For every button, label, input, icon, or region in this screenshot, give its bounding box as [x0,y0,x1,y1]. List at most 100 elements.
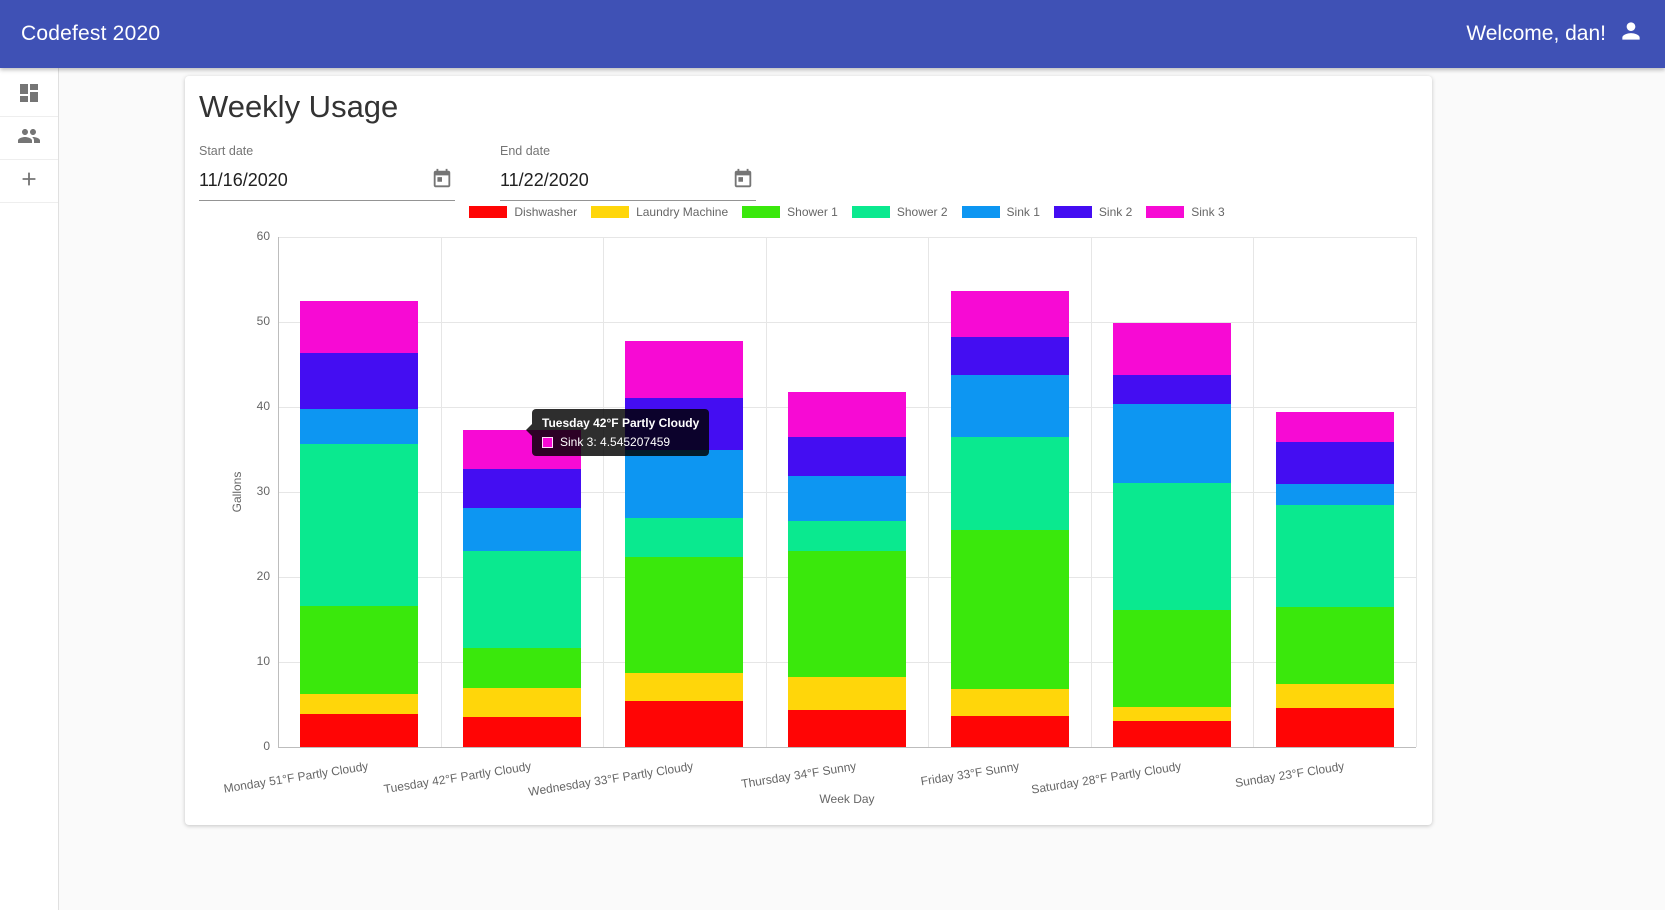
bar-segment-sink-1[interactable] [625,450,744,518]
bar-segment-laundry-machine[interactable] [462,687,581,718]
bar-segment-sink-2[interactable] [950,337,1069,375]
bar-wednesday[interactable] [625,340,744,747]
legend-item-shower-1[interactable]: Shower 1 [742,205,838,219]
legend-label: Shower 1 [787,205,838,219]
legend-label: Shower 2 [896,205,948,219]
bar-segment-shower-1[interactable] [950,530,1069,690]
bar-segment-dishwasher[interactable] [1275,707,1394,747]
gridline-v [278,237,279,747]
bar-segment-laundry-machine[interactable] [625,673,744,702]
start-date-picker-button[interactable] [431,168,453,193]
bar-segment-shower-1[interactable] [1113,610,1232,708]
bar-monday[interactable] [300,300,419,747]
sidebar-item-users[interactable] [0,117,58,160]
bar-segment-shower-2[interactable] [788,520,906,551]
y-tick-label: 0 [263,739,270,753]
start-date-label: Start date [199,144,254,158]
bar-segment-shower-2[interactable] [1275,504,1394,607]
bar-segment-dishwasher[interactable] [300,713,419,747]
bar-segment-sink-2[interactable] [300,353,419,409]
bar-segment-shower-1[interactable] [462,648,581,688]
bar-segment-shower-2[interactable] [462,550,581,649]
start-date-value[interactable]: 11/16/2020 [199,170,288,190]
bar-segment-sink-3[interactable] [950,291,1069,338]
y-tick-label: 30 [256,484,270,498]
bar-segment-sink-3[interactable] [300,300,419,354]
legend-label: Laundry Machine [636,205,729,219]
legend-swatch [961,206,1000,218]
bar-segment-shower-1[interactable] [300,605,419,695]
page-title: Weekly Usage [199,89,399,124]
bar-thursday[interactable] [788,391,906,747]
gridline-v [1416,237,1417,747]
legend-label: Dishwasher [514,205,578,219]
bar-segment-shower-1[interactable] [788,550,906,678]
bar-segment-shower-1[interactable] [625,556,744,674]
bar-segment-laundry-machine[interactable] [1275,684,1394,708]
end-date-picker-button[interactable] [732,168,754,193]
legend-label: Sink 2 [1098,205,1133,219]
legend-swatch [742,206,781,218]
end-date-input[interactable]: 11/22/2020 [500,161,756,201]
bar-saturday[interactable] [1113,322,1232,747]
bar-segment-shower-2[interactable] [1113,482,1232,611]
bar-friday[interactable] [950,291,1069,747]
bar-segment-laundry-machine[interactable] [788,677,906,710]
bar-segment-dishwasher[interactable] [788,709,906,747]
bar-segment-sink-3[interactable] [1113,322,1232,375]
bar-segment-laundry-machine[interactable] [300,694,419,714]
gridline-v [765,237,767,747]
bar-segment-dishwasher[interactable] [625,701,744,747]
legend-swatch [469,206,508,218]
bar-segment-sink-1[interactable] [788,475,906,521]
legend-item-dishwasher[interactable]: Dishwasher [469,205,577,219]
bar-segment-dishwasher[interactable] [950,716,1069,747]
y-axis-ticks: 0 10 20 30 40 50 60 [185,229,270,753]
legend-item-shower-2[interactable]: Shower 2 [851,205,948,219]
bar-segment-sink-1[interactable] [1113,403,1232,483]
chart-legend: Dishwasher Laundry Machine Shower 1 Shower … [278,205,1416,219]
chart-plot-area [278,237,1417,748]
user-welcome[interactable]: Welcome, dan! [1466,18,1644,50]
bar-segment-shower-1[interactable] [1275,606,1394,685]
legend-item-sink-1[interactable]: Sink 1 [961,205,1040,219]
bar-segment-sink-1[interactable] [300,408,419,445]
bar-segment-sink-3[interactable] [1275,412,1394,442]
bar-segment-sink-2[interactable] [788,436,906,476]
bar-segment-dishwasher[interactable] [1113,720,1232,747]
bar-segment-sink-2[interactable] [1275,441,1394,485]
bar-segment-sink-2[interactable] [462,469,581,509]
bar-segment-sink-1[interactable] [950,374,1069,437]
x-axis-title: Week Day [819,792,875,806]
tooltip-caret [526,424,532,436]
bar-tuesday[interactable] [462,430,581,747]
sidebar-item-dashboard[interactable] [0,74,58,117]
sidebar-item-add[interactable] [0,160,58,203]
person-icon[interactable] [1618,18,1644,50]
bar-segment-dishwasher[interactable] [462,717,581,747]
bar-segment-shower-2[interactable] [950,436,1069,531]
start-date-input[interactable]: 11/16/2020 [199,161,455,201]
bar-segment-sink-3[interactable] [788,391,906,437]
bar-segment-sink-1[interactable] [1275,484,1394,505]
y-tick-label: 10 [256,654,270,668]
legend-swatch [851,206,890,218]
y-tick-label: 20 [256,569,270,583]
bar-segment-shower-2[interactable] [300,444,419,606]
bar-sunday[interactable] [1275,412,1394,747]
end-date-value[interactable]: 11/22/2020 [500,170,589,190]
end-date-label: End date [500,144,551,158]
legend-item-sink-3[interactable]: Sink 3 [1146,205,1225,219]
legend-item-laundry-machine[interactable]: Laundry Machine [591,205,728,219]
left-sidebar [0,68,59,910]
plus-icon [18,168,40,195]
bar-segment-sink-1[interactable] [462,508,581,551]
bar-segment-laundry-machine[interactable] [950,689,1069,717]
bar-segment-sink-3[interactable] [625,340,744,398]
bar-segment-laundry-machine[interactable] [1113,707,1232,721]
welcome-text: Welcome, dan! [1466,22,1606,45]
dashboard-icon [17,81,41,110]
bar-segment-sink-2[interactable] [1113,374,1232,404]
bar-segment-shower-2[interactable] [625,517,744,557]
legend-item-sink-2[interactable]: Sink 2 [1053,205,1133,219]
